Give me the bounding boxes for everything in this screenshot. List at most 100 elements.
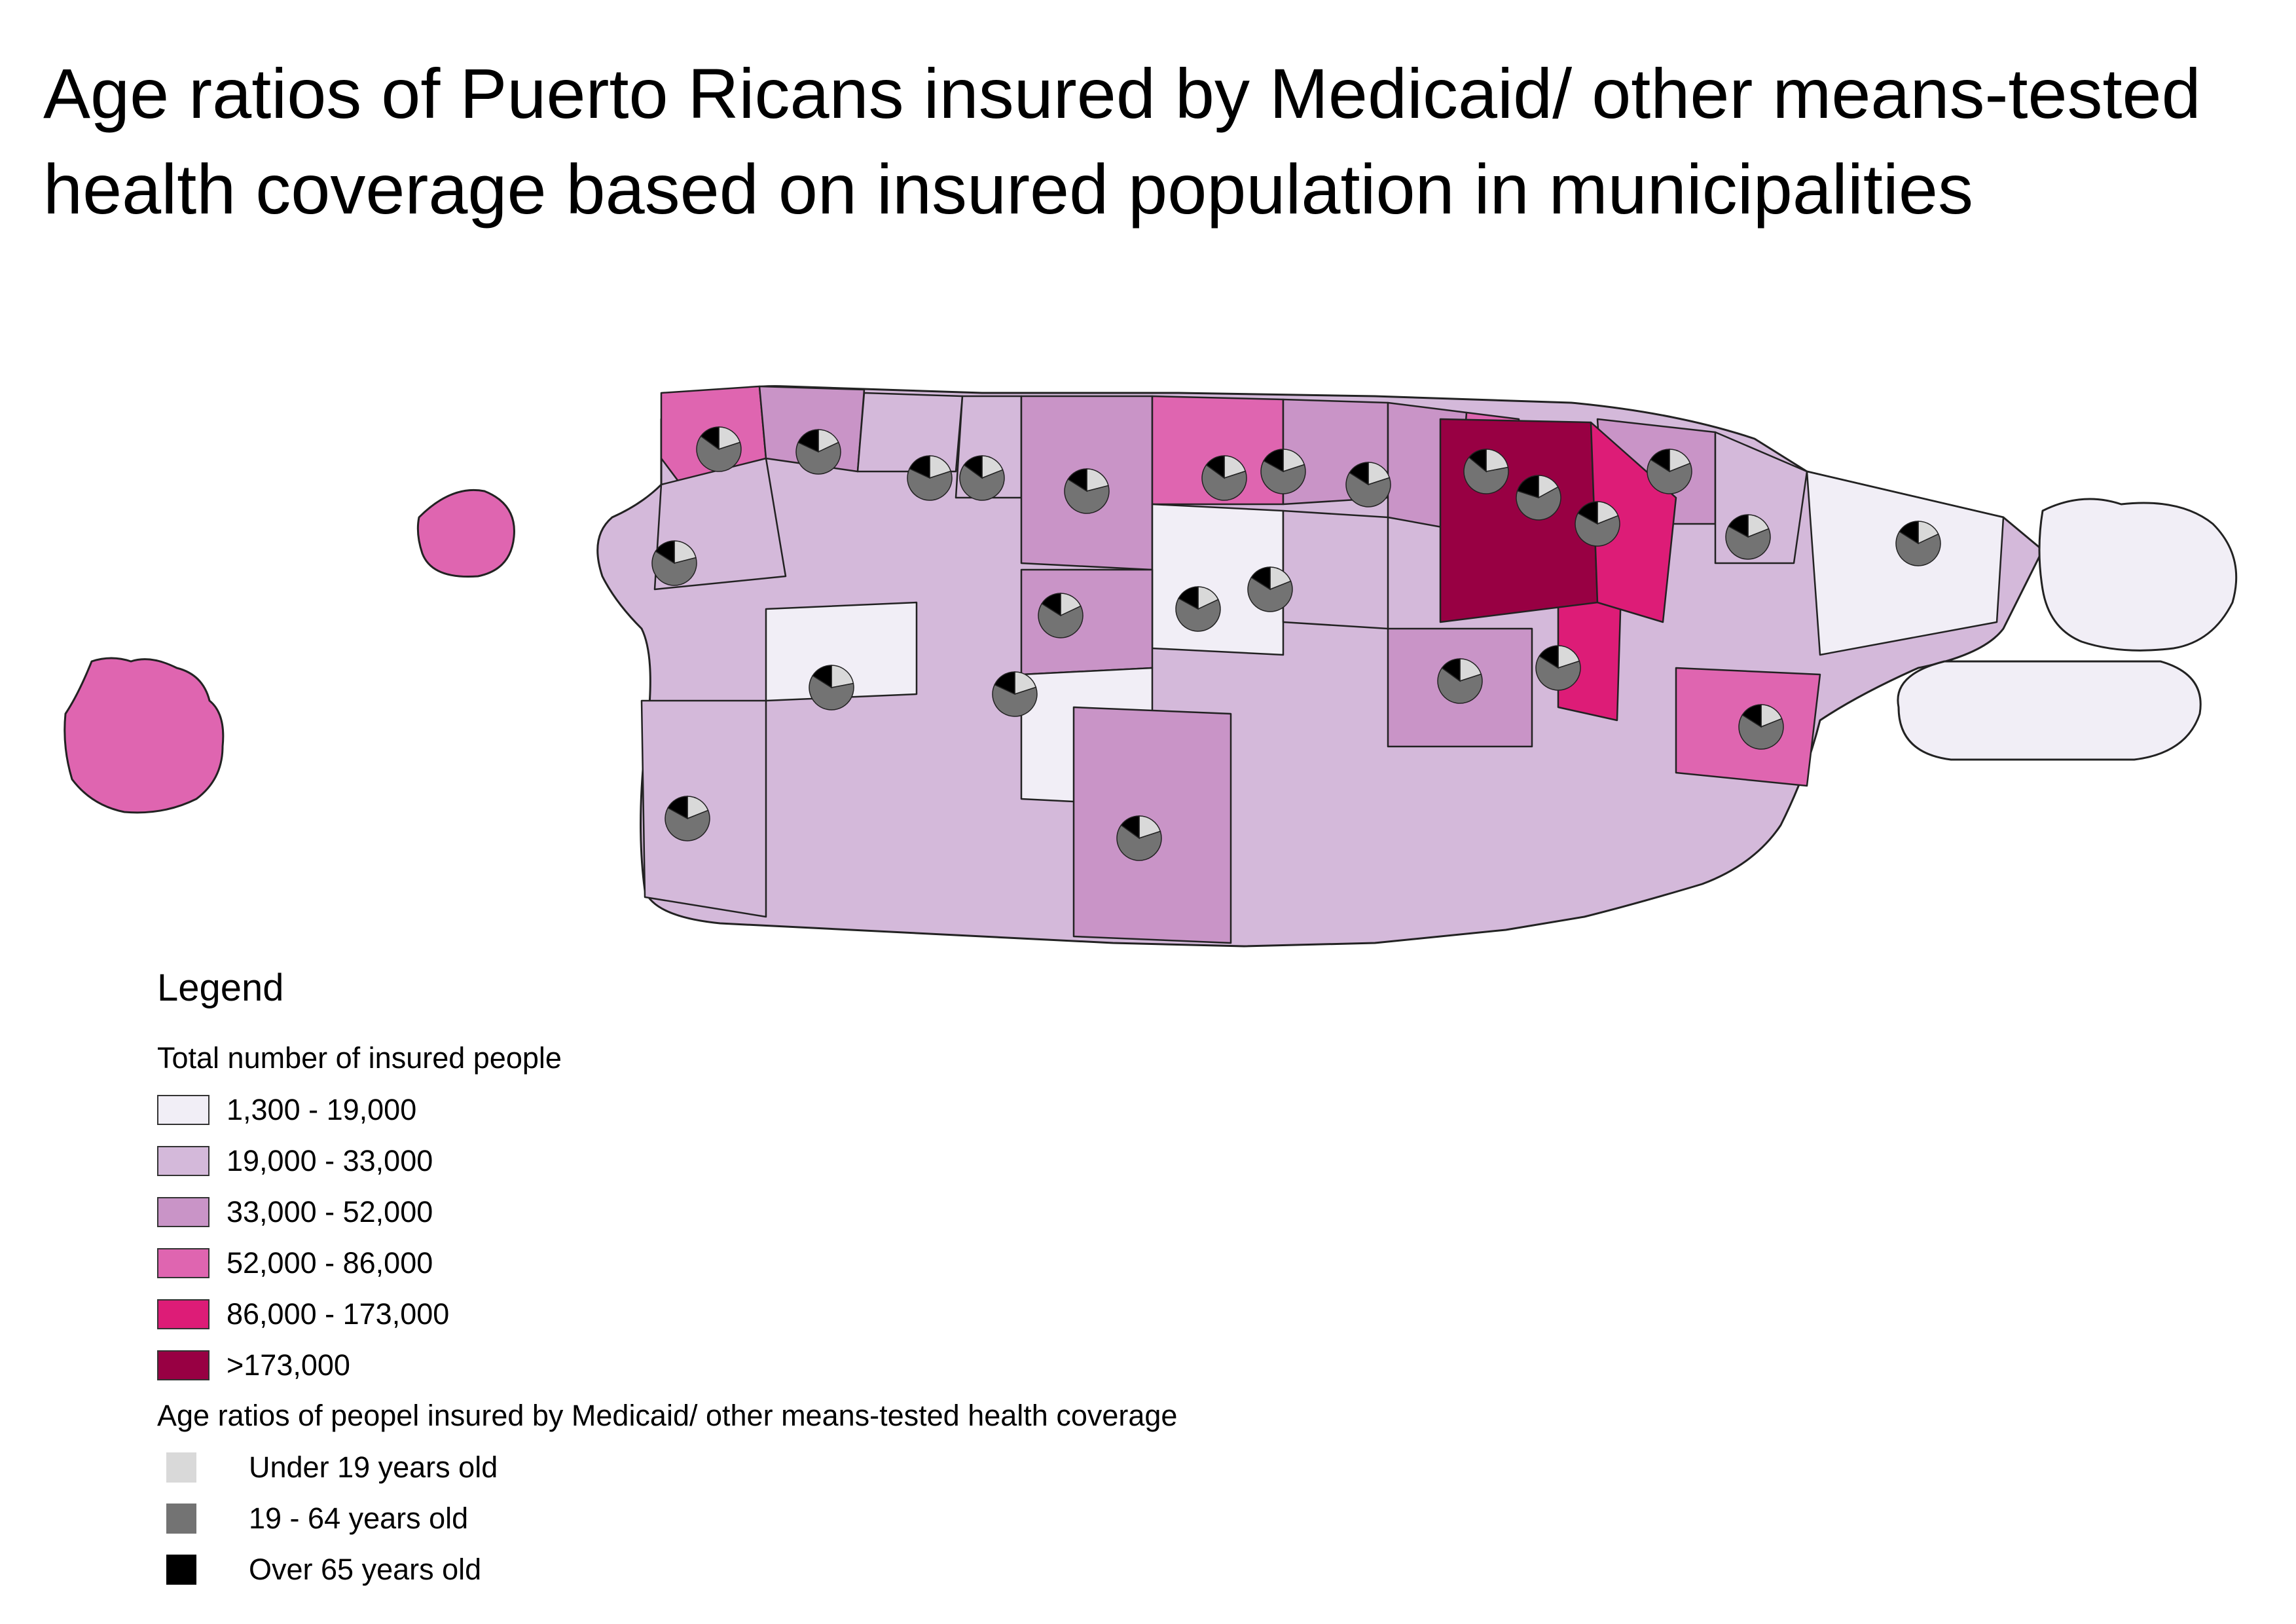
age-ratio-pie	[1038, 593, 1084, 638]
pie-slice	[963, 455, 983, 479]
pie-slice	[667, 796, 688, 820]
pie-slice	[1178, 586, 1199, 610]
pie-slice	[1349, 462, 1369, 486]
pie-slice	[1086, 468, 1109, 492]
pie-slice	[1064, 478, 1110, 514]
class-swatch	[157, 1095, 210, 1125]
puerto-rico-map	[64, 385, 2238, 948]
pie-slice	[1760, 704, 1783, 728]
age-ratio-pie	[696, 426, 742, 472]
pie-slice	[992, 684, 1038, 717]
municipality-region	[856, 392, 964, 473]
legend-age-under-19: Under 19 years old	[157, 1442, 1597, 1493]
pie-slice	[700, 426, 720, 451]
pie-slice	[1201, 464, 1247, 501]
pie-slice	[1575, 512, 1620, 547]
pie-slice	[1895, 530, 1941, 566]
pie-slice	[1345, 471, 1391, 507]
pie-slice	[797, 429, 819, 453]
pie-slice	[1725, 525, 1771, 560]
pie-slice	[1441, 658, 1461, 682]
pie-slice	[696, 435, 742, 472]
age-swatch	[166, 1452, 196, 1483]
pie-slice	[1516, 475, 1539, 499]
pie-slice	[959, 464, 1005, 501]
pie-slice	[981, 455, 1004, 479]
age-ratio-pie	[907, 455, 953, 501]
legend-age-19-64: 19 - 64 years old	[157, 1493, 1597, 1544]
legend-class-4: 52,000 - 86,000	[157, 1238, 1597, 1289]
class-label: >173,000	[227, 1348, 350, 1382]
legend-class-5: 86,000 - 173,000	[157, 1289, 1597, 1340]
class-swatch	[157, 1299, 210, 1329]
pie-legend-title: Age ratios of peopel insured by Medicaid…	[157, 1399, 1178, 1432]
pie-slice	[1269, 566, 1292, 591]
pie-slice	[1669, 449, 1691, 473]
age-ratio-pie	[1247, 566, 1293, 612]
pie-slice	[1650, 449, 1670, 473]
pie-slice	[1747, 514, 1770, 538]
pie-slice	[812, 665, 832, 689]
pie-slice	[1260, 460, 1306, 494]
age-ratio-pie	[1437, 658, 1483, 704]
class-swatch	[157, 1248, 210, 1278]
pie-slice	[809, 674, 854, 710]
municipality-region	[1439, 418, 1599, 623]
pie-slice	[994, 671, 1015, 695]
age-ratio-pie	[1516, 475, 1561, 521]
pie-slice	[1468, 449, 1487, 473]
pie-slice	[831, 665, 854, 688]
municipality-region	[1282, 509, 1389, 630]
legend-class-6: >173,000	[157, 1340, 1597, 1391]
age-ratio-pie	[959, 455, 1005, 501]
desecheo-island	[416, 489, 515, 578]
age-ratio-pie	[1175, 586, 1221, 632]
pie-slice	[674, 540, 697, 564]
class-label: 52,000 - 86,000	[227, 1246, 433, 1280]
culebra-island	[2038, 498, 2238, 652]
pie-slice	[687, 796, 709, 820]
pie-slice	[1535, 655, 1581, 691]
legend-age-over-65: Over 65 years old	[157, 1544, 1597, 1595]
legend-class-2: 19,000 - 33,000	[157, 1135, 1597, 1187]
age-swatch	[166, 1504, 196, 1534]
age-ratio-pie	[1725, 514, 1771, 560]
pie-slice	[1041, 593, 1061, 617]
pie-slice	[1067, 468, 1087, 492]
pie-slice	[1647, 458, 1692, 494]
mona-island	[64, 657, 225, 814]
pie-slice	[1463, 456, 1509, 494]
class-label: 33,000 - 52,000	[227, 1195, 433, 1228]
pie-slice	[655, 540, 675, 564]
pie-slice	[1741, 704, 1762, 728]
legend-class-1: 1,300 - 19,000	[157, 1084, 1597, 1135]
pie-slice	[795, 441, 841, 475]
age-ratio-pie	[1260, 449, 1306, 494]
age-ratio-pie	[1201, 455, 1247, 501]
pie-slice	[1120, 815, 1140, 840]
pie-slice	[1728, 514, 1749, 538]
age-ratio-pie	[1064, 468, 1110, 514]
age-ratio-pie	[1647, 449, 1692, 494]
class-label: 86,000 - 173,000	[227, 1297, 450, 1331]
pie-slice	[1263, 449, 1284, 473]
pie-slice	[1899, 521, 1919, 545]
class-swatch	[157, 1197, 210, 1227]
age-ratio-pie	[1463, 449, 1509, 494]
pie-slice	[907, 468, 953, 501]
age-label: 19 - 64 years old	[249, 1502, 469, 1535]
class-swatch	[157, 1350, 210, 1380]
municipality-region	[1806, 470, 2005, 656]
pie-slice	[1116, 824, 1162, 861]
class-label: 19,000 - 33,000	[227, 1144, 433, 1177]
age-ratio-pie	[665, 796, 710, 841]
pie-slice	[1539, 645, 1559, 669]
age-label: Under 19 years old	[249, 1450, 498, 1484]
pie-slice	[1485, 449, 1509, 472]
legend-heading: Legend	[157, 967, 284, 1009]
age-ratio-pie	[992, 671, 1038, 717]
age-ratio-pie	[1738, 704, 1784, 750]
legend: Legend Total number of insured people 1,…	[157, 966, 1597, 1595]
legend-class-3: 33,000 - 52,000	[157, 1187, 1597, 1238]
class-swatch	[157, 1146, 210, 1176]
